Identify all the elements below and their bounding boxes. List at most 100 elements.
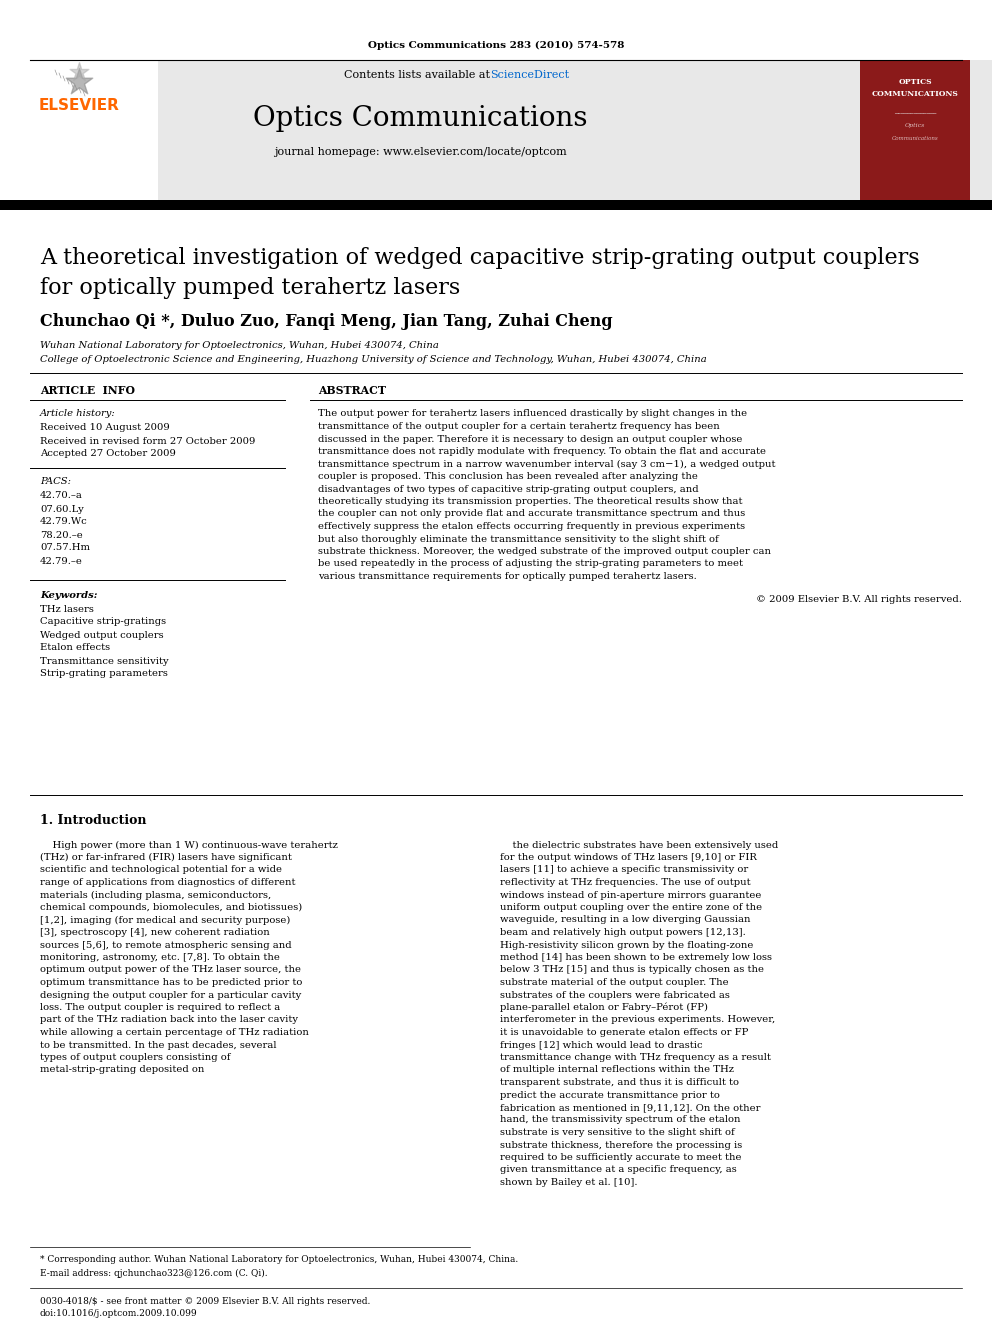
- Text: fringes [12] which would lead to drastic: fringes [12] which would lead to drastic: [500, 1040, 702, 1049]
- Text: transmittance of the output coupler for a certain terahertz frequency has been: transmittance of the output coupler for …: [318, 422, 720, 431]
- Text: 07.57.Hm: 07.57.Hm: [40, 544, 90, 553]
- Text: shown by Bailey et al. [10].: shown by Bailey et al. [10].: [500, 1177, 638, 1187]
- Text: ScienceDirect: ScienceDirect: [490, 70, 569, 79]
- Text: 07.60.Ly: 07.60.Ly: [40, 504, 83, 513]
- Text: materials (including plasma, semiconductors,: materials (including plasma, semiconduct…: [40, 890, 271, 900]
- Text: 42.79.Wc: 42.79.Wc: [40, 517, 87, 527]
- Text: part of the THz radiation back into the laser cavity: part of the THz radiation back into the …: [40, 1016, 298, 1024]
- Text: but also thoroughly eliminate the transmittance sensitivity to the slight shift : but also thoroughly eliminate the transm…: [318, 534, 719, 544]
- Text: hand, the transmissivity spectrum of the etalon: hand, the transmissivity spectrum of the…: [500, 1115, 740, 1125]
- Text: A theoretical investigation of wedged capacitive strip-grating output couplers: A theoretical investigation of wedged ca…: [40, 247, 920, 269]
- Text: for the output windows of THz lasers [9,10] or FIR: for the output windows of THz lasers [9,…: [500, 853, 757, 863]
- Text: Contents lists available at: Contents lists available at: [343, 70, 497, 79]
- Text: of multiple internal reflections within the THz: of multiple internal reflections within …: [500, 1065, 734, 1074]
- Text: optimum output power of the THz laser source, the: optimum output power of the THz laser so…: [40, 966, 301, 975]
- Text: Etalon effects: Etalon effects: [40, 643, 110, 652]
- Text: types of output couplers consisting of: types of output couplers consisting of: [40, 1053, 230, 1062]
- Point: [71, 71, 87, 93]
- Text: Communications: Communications: [892, 135, 938, 140]
- Text: 1. Introduction: 1. Introduction: [40, 814, 147, 827]
- Text: High-resistivity silicon grown by the floating-zone: High-resistivity silicon grown by the fl…: [500, 941, 753, 950]
- FancyBboxPatch shape: [860, 60, 970, 200]
- Point: [71, 61, 87, 82]
- Text: waveguide, resulting in a low diverging Gaussian: waveguide, resulting in a low diverging …: [500, 916, 751, 925]
- Text: journal homepage: www.elsevier.com/locate/optcom: journal homepage: www.elsevier.com/locat…: [274, 147, 566, 157]
- Text: Received in revised form 27 October 2009: Received in revised form 27 October 2009: [40, 437, 255, 446]
- FancyBboxPatch shape: [0, 60, 158, 200]
- Text: ARTICLE  INFO: ARTICLE INFO: [40, 385, 135, 396]
- Text: Accepted 27 October 2009: Accepted 27 October 2009: [40, 450, 176, 459]
- Text: it is unavoidable to generate etalon effects or FP: it is unavoidable to generate etalon eff…: [500, 1028, 748, 1037]
- Text: interferometer in the previous experiments. However,: interferometer in the previous experimen…: [500, 1016, 776, 1024]
- Text: sources [5,6], to remote atmospheric sensing and: sources [5,6], to remote atmospheric sen…: [40, 941, 292, 950]
- Text: Wedged output couplers: Wedged output couplers: [40, 631, 164, 639]
- Text: coupler is proposed. This conclusion has been revealed after analyzing the: coupler is proposed. This conclusion has…: [318, 472, 698, 482]
- Text: scientific and technological potential for a wide: scientific and technological potential f…: [40, 865, 282, 875]
- Text: below 3 THz [15] and thus is typically chosen as the: below 3 THz [15] and thus is typically c…: [500, 966, 764, 975]
- Text: discussed in the paper. Therefore it is necessary to design an output coupler wh: discussed in the paper. Therefore it is …: [318, 434, 742, 443]
- Text: plane-parallel etalon or Fabry–Pérot (FP): plane-parallel etalon or Fabry–Pérot (FP…: [500, 1003, 708, 1012]
- Text: * Corresponding author. Wuhan National Laboratory for Optoelectronics, Wuhan, Hu: * Corresponding author. Wuhan National L…: [40, 1256, 518, 1265]
- Text: Strip-grating parameters: Strip-grating parameters: [40, 669, 168, 679]
- Text: lasers [11] to achieve a specific transmissivity or: lasers [11] to achieve a specific transm…: [500, 865, 748, 875]
- Text: Transmittance sensitivity: Transmittance sensitivity: [40, 656, 169, 665]
- Text: doi:10.1016/j.optcom.2009.10.099: doi:10.1016/j.optcom.2009.10.099: [40, 1308, 197, 1318]
- Text: (THz) or far-infrared (FIR) lasers have significant: (THz) or far-infrared (FIR) lasers have …: [40, 853, 292, 863]
- Text: substrate is very sensitive to the slight shift of: substrate is very sensitive to the sligh…: [500, 1129, 735, 1136]
- Text: 42.70.–a: 42.70.–a: [40, 492, 83, 500]
- Text: windows instead of pin-aperture mirrors guarantee: windows instead of pin-aperture mirrors …: [500, 890, 762, 900]
- Text: substrate thickness. Moreover, the wedged substrate of the improved output coupl: substrate thickness. Moreover, the wedge…: [318, 546, 771, 556]
- Text: [1,2], imaging (for medical and security purpose): [1,2], imaging (for medical and security…: [40, 916, 291, 925]
- Text: THz lasers: THz lasers: [40, 605, 94, 614]
- Text: E-mail address: qjchunchao323@126.com (C. Qi).: E-mail address: qjchunchao323@126.com (C…: [40, 1269, 268, 1278]
- Text: fabrication as mentioned in [9,11,12]. On the other: fabrication as mentioned in [9,11,12]. O…: [500, 1103, 761, 1113]
- Text: College of Optoelectronic Science and Engineering, Huazhong University of Scienc: College of Optoelectronic Science and En…: [40, 356, 706, 365]
- Text: uniform output coupling over the entire zone of the: uniform output coupling over the entire …: [500, 904, 762, 912]
- Text: range of applications from diagnostics of different: range of applications from diagnostics o…: [40, 878, 296, 886]
- FancyBboxPatch shape: [0, 60, 992, 200]
- Text: substrates of the couplers were fabricated as: substrates of the couplers were fabricat…: [500, 991, 730, 999]
- Text: loss. The output coupler is required to reflect a: loss. The output coupler is required to …: [40, 1003, 281, 1012]
- Text: transmittance change with THz frequency as a result: transmittance change with THz frequency …: [500, 1053, 771, 1062]
- Text: be used repeatedly in the process of adjusting the strip-grating parameters to m: be used repeatedly in the process of adj…: [318, 560, 743, 569]
- Text: Optics Communications 283 (2010) 574-578: Optics Communications 283 (2010) 574-578: [368, 41, 624, 49]
- Text: optimum transmittance has to be predicted prior to: optimum transmittance has to be predicte…: [40, 978, 303, 987]
- Text: 78.20.–e: 78.20.–e: [40, 531, 82, 540]
- FancyBboxPatch shape: [0, 200, 992, 210]
- Text: transmittance spectrum in a narrow wavenumber interval (say 3 cm−1), a wedged ou: transmittance spectrum in a narrow waven…: [318, 459, 776, 468]
- Text: method [14] has been shown to be extremely low loss: method [14] has been shown to be extreme…: [500, 953, 772, 962]
- Text: required to be sufficiently accurate to meet the: required to be sufficiently accurate to …: [500, 1154, 741, 1162]
- Text: transmittance does not rapidly modulate with frequency. To obtain the flat and a: transmittance does not rapidly modulate …: [318, 447, 766, 456]
- Text: Optics: Optics: [905, 123, 926, 127]
- Text: Wuhan National Laboratory for Optoelectronics, Wuhan, Hubei 430074, China: Wuhan National Laboratory for Optoelectr…: [40, 341, 438, 351]
- Text: to be transmitted. In the past decades, several: to be transmitted. In the past decades, …: [40, 1040, 277, 1049]
- Text: Received 10 August 2009: Received 10 August 2009: [40, 423, 170, 433]
- Text: while allowing a certain percentage of THz radiation: while allowing a certain percentage of T…: [40, 1028, 309, 1037]
- Text: the dielectric substrates have been extensively used: the dielectric substrates have been exte…: [500, 840, 779, 849]
- Text: substrate material of the output coupler. The: substrate material of the output coupler…: [500, 978, 729, 987]
- Text: beam and relatively high output powers [12,13].: beam and relatively high output powers […: [500, 927, 746, 937]
- Text: 0030-4018/$ - see front matter © 2009 Elsevier B.V. All rights reserved.: 0030-4018/$ - see front matter © 2009 El…: [40, 1297, 370, 1306]
- Text: theoretically studying its transmission properties. The theoretical results show: theoretically studying its transmission …: [318, 497, 742, 505]
- Text: 42.79.–e: 42.79.–e: [40, 557, 83, 565]
- Text: the coupler can not only provide flat and accurate transmittance spectrum and th: the coupler can not only provide flat an…: [318, 509, 745, 519]
- Text: ─────────────: ─────────────: [894, 112, 936, 118]
- Text: The output power for terahertz lasers influenced drastically by slight changes i: The output power for terahertz lasers in…: [318, 410, 747, 418]
- Text: disadvantages of two types of capacitive strip-grating output couplers, and: disadvantages of two types of capacitive…: [318, 484, 698, 493]
- Text: metal-strip-grating deposited on: metal-strip-grating deposited on: [40, 1065, 204, 1074]
- Text: Capacitive strip-gratings: Capacitive strip-gratings: [40, 618, 166, 627]
- Text: given transmittance at a specific frequency, as: given transmittance at a specific freque…: [500, 1166, 737, 1175]
- Text: © 2009 Elsevier B.V. All rights reserved.: © 2009 Elsevier B.V. All rights reserved…: [756, 594, 962, 603]
- Text: Optics Communications: Optics Communications: [253, 105, 587, 131]
- Text: Article history:: Article history:: [40, 410, 116, 418]
- Text: predict the accurate transmittance prior to: predict the accurate transmittance prior…: [500, 1090, 720, 1099]
- Text: Chunchao Qi *, Duluo Zuo, Fanqi Meng, Jian Tang, Zuhai Cheng: Chunchao Qi *, Duluo Zuo, Fanqi Meng, Ji…: [40, 314, 613, 331]
- Text: [3], spectroscopy [4], new coherent radiation: [3], spectroscopy [4], new coherent radi…: [40, 927, 270, 937]
- Text: various transmittance requirements for optically pumped terahertz lasers.: various transmittance requirements for o…: [318, 572, 696, 581]
- Text: PACS:: PACS:: [40, 478, 71, 487]
- Text: ABSTRACT: ABSTRACT: [318, 385, 386, 396]
- Text: for optically pumped terahertz lasers: for optically pumped terahertz lasers: [40, 277, 460, 299]
- Text: designing the output coupler for a particular cavity: designing the output coupler for a parti…: [40, 991, 302, 999]
- Text: reflectivity at THz frequencies. The use of output: reflectivity at THz frequencies. The use…: [500, 878, 751, 886]
- Text: Keywords:: Keywords:: [40, 590, 97, 599]
